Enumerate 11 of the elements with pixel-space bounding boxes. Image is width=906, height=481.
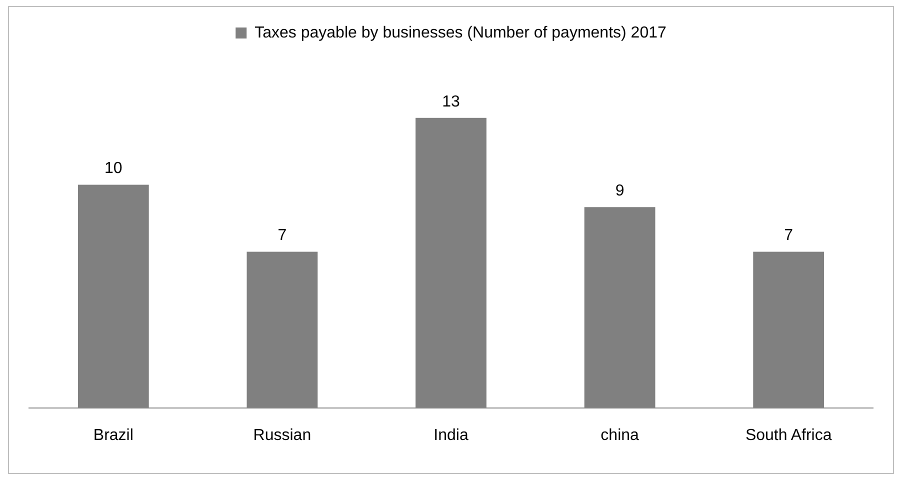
legend-label: Taxes payable by businesses (Number of payments) 2017 (254, 24, 666, 42)
data-label: 9 (615, 182, 624, 200)
x-tick-label: Brazil (93, 426, 134, 444)
x-tick-label: Russian (253, 426, 312, 444)
data-label: 7 (784, 227, 794, 244)
x-tick-label: India (434, 426, 468, 444)
x-tick-label: china (600, 426, 640, 444)
data-label: 7 (278, 227, 287, 244)
data-label: 10 (104, 160, 122, 178)
data-label: 13 (442, 93, 460, 110)
x-tick-label: South Africa (745, 426, 832, 444)
